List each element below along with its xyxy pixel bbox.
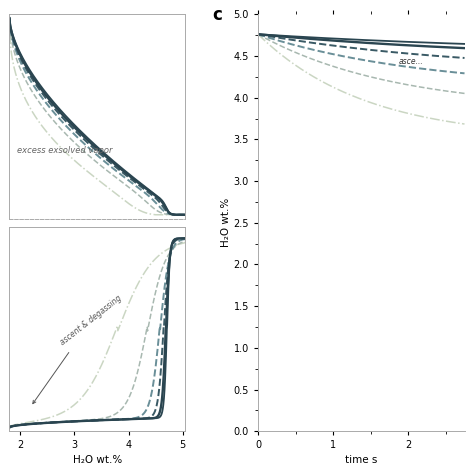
Text: asce...: asce... [399, 57, 423, 66]
X-axis label: H₂O wt.%: H₂O wt.% [73, 455, 122, 465]
Y-axis label: H₂O wt.%: H₂O wt.% [221, 198, 231, 247]
Text: ascent & degassing: ascent & degassing [33, 294, 124, 404]
X-axis label: time s: time s [345, 455, 377, 465]
Text: c: c [213, 6, 222, 24]
Text: excess exsolved vapor: excess exsolved vapor [17, 146, 112, 155]
